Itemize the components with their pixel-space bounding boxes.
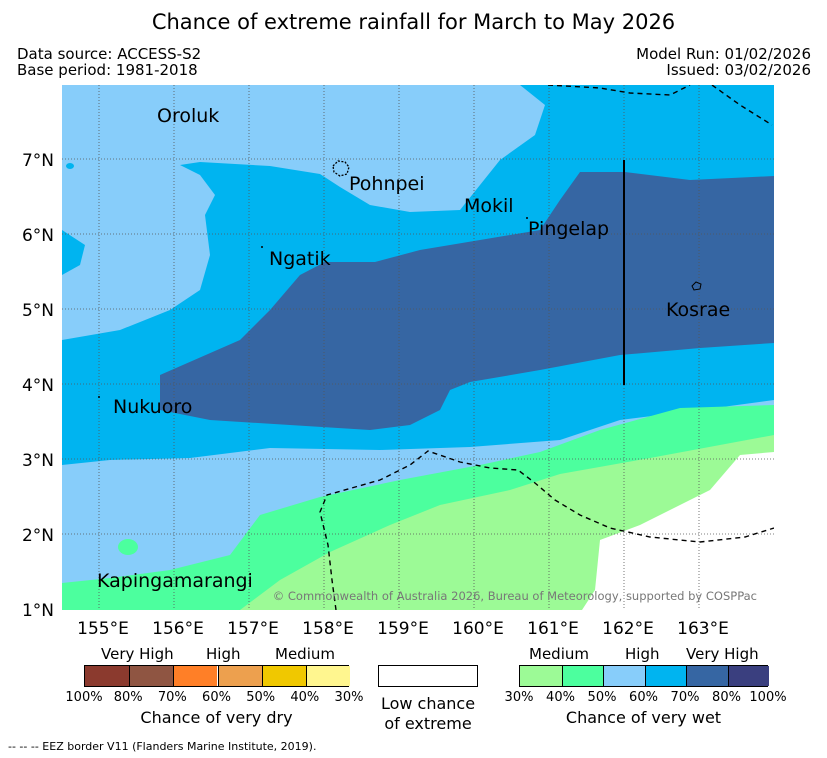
zone-80pct [160,172,774,430]
dry-colorbar-segment [129,666,174,686]
lat-tick: 6°N [22,226,54,246]
zone-low-chance [582,452,774,610]
dry-caption: Chance of very dry [140,708,293,727]
eez-footnote: -- -- -- EEZ border V11 (Flanders Marine… [8,740,317,753]
label-pohnpei: Pohnpei [349,173,425,195]
dry-percent-tick: 80% [113,690,143,705]
low-chance-caption-1: Low chance [380,694,476,713]
lon-tick: 157°E [227,619,279,639]
label-kapingamarangi: Kapingamarangi [97,570,253,592]
wet-heading-high: High [625,645,660,663]
dry-percent-tick: 60% [202,690,231,705]
meta-right: Model Run: 01/02/2026 Issued: 03/02/2026 [636,46,811,78]
dry-colorbar-segment [217,666,262,686]
nukuoro-island [98,396,100,398]
dry-percent-tick: 40% [290,690,320,705]
lat-ticks: 7°N 6°N 5°N 4°N 3°N 2°N 1°N [22,151,54,621]
lon-tick: 160°E [452,619,504,639]
wet-colorbar-segment [686,666,728,686]
dry-colorbar [84,665,350,687]
lon-tick: 159°E [377,619,429,639]
wet-heading-very-high: Very High [686,645,759,663]
dry-heading-very-high: Very High [101,645,174,663]
pohnpei-island [332,160,350,177]
page-title: Chance of extreme rainfall for March to … [151,10,676,34]
dry-heading-medium: Medium [275,645,335,663]
copyright-text: © Commonwealth of Australia 2026, Bureau… [273,589,757,603]
wet-colorbar-segment [603,666,645,686]
dry-colorbar-segment [173,666,218,686]
lat-tick: 4°N [22,376,54,396]
low-chance-caption-2: of extreme [384,714,472,733]
lat-tick: 1°N [22,601,54,621]
dry-colorbar-segment [85,666,130,686]
map-fill [62,85,774,610]
label-ngatik: Ngatik [269,248,331,270]
wet-percent-tick: 80% [712,690,741,705]
lat-tick: 5°N [22,301,54,321]
dry-colorbar-segment [261,666,306,686]
zone-70pct-west [62,230,85,275]
wet-percent-tick: 50% [587,690,617,705]
wet-colorbar-segment [644,666,686,686]
ngatik-island [261,246,263,248]
dry-percent-tick: 70% [157,690,187,705]
wet-colorbar-segment [727,666,769,686]
lat-tick: 3°N [22,451,54,471]
wet-percent-tick: 60% [629,690,658,705]
lat-tick: 2°N [22,526,54,546]
meta-left: Data source: ACCESS-S2 Base period: 1981… [17,46,201,78]
base-period-label: Base period: 1981-2018 [17,61,198,79]
lon-tick: 158°E [302,619,354,639]
low-chance-swatch [378,665,478,687]
label-pingelap: Pingelap [528,218,609,240]
wet-colorbar-segment [561,666,603,686]
zone-dot [66,163,74,169]
label-nukuoro: Nukuoro [113,396,192,418]
eez-border [319,85,774,610]
rainfall-map: Oroluk Pohnpei Mokil Pingelap Ngatik Kos… [22,85,774,639]
lon-tick: 162°E [602,619,654,639]
lon-ticks: 155°E 156°E 157°E 158°E 159°E 160°E 161°… [77,619,729,639]
dry-heading-high: High [206,645,241,663]
wet-percent-tick: 40% [546,690,575,705]
lon-tick: 155°E [77,619,129,639]
wet-colorbar-segment [520,666,562,686]
dry-percent-tick: 30% [334,690,364,705]
lon-tick: 156°E [152,619,204,639]
label-kosrae: Kosrae [666,299,730,321]
dry-colorbar-segment [305,666,350,686]
data-source-label: Data source: ACCESS-S2 [17,45,202,63]
zone-blob [118,539,138,555]
dry-percent-tick: 100% [65,690,103,705]
label-oroluk: Oroluk [157,105,219,127]
lon-tick: 163°E [677,619,729,639]
wet-percent-tick: 100% [749,690,787,705]
lat-tick: 7°N [22,151,54,171]
wet-percent-tick: 30% [504,690,534,705]
wet-colorbar [519,665,769,687]
kosrae-island [691,281,702,291]
lon-tick: 161°E [527,619,579,639]
wet-heading-medium: Medium [529,645,589,663]
model-run-label: Model Run: 01/02/2026 [636,45,811,63]
dry-percent-tick: 50% [246,690,276,705]
label-mokil: Mokil [464,195,514,217]
pingelap-island [526,217,528,219]
wet-caption: Chance of very wet [565,708,722,727]
wet-percent-tick: 70% [670,690,700,705]
issued-label: Issued: 03/02/2026 [666,61,811,79]
